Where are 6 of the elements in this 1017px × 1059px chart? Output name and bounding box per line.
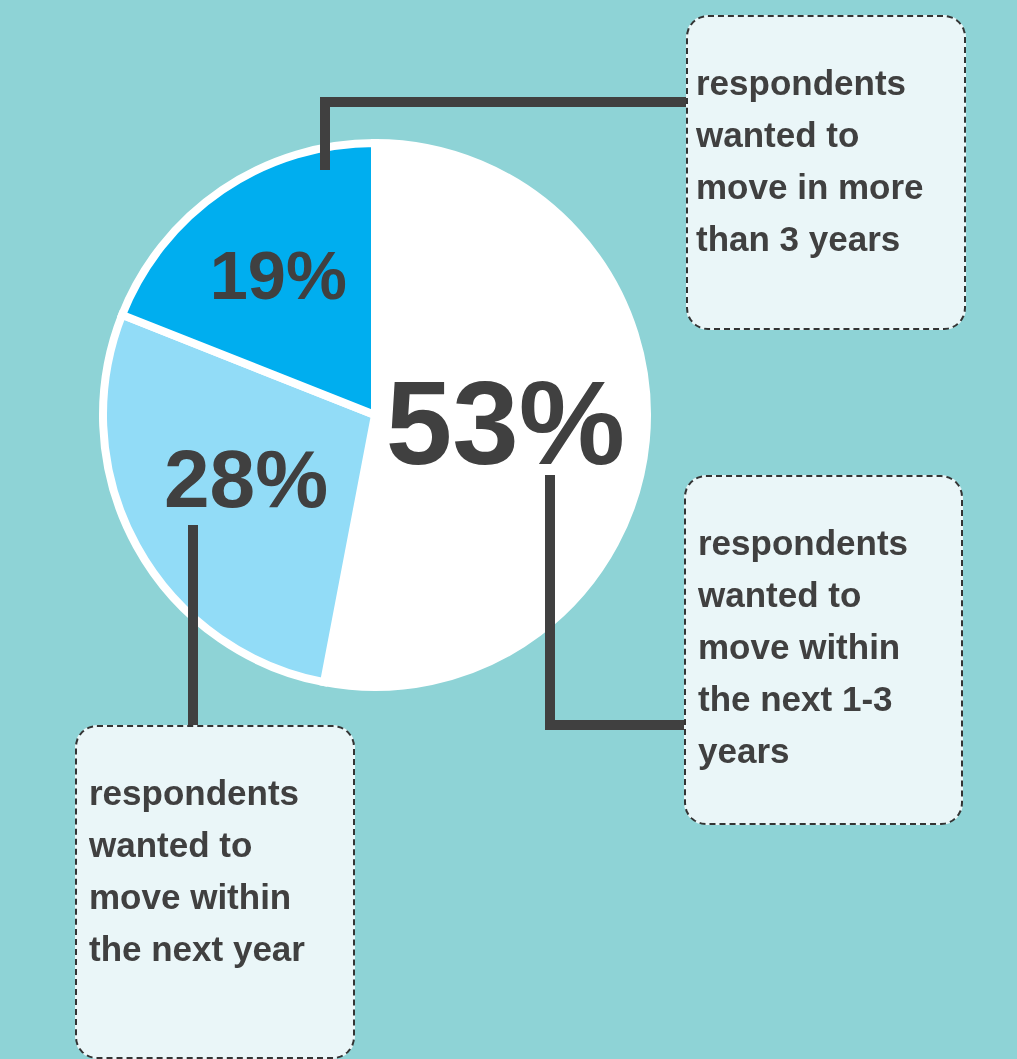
data-label: 28% [163,432,329,524]
data-label: 19% [209,236,347,314]
data-label: 53% [385,356,625,490]
slice-label: respondents wanted to move within the next 1-3 years [684,475,963,825]
slice-label: respondents wanted to move in more than 3 years [686,15,966,330]
slice-label: respondents wanted to move within the next year [75,725,355,1059]
